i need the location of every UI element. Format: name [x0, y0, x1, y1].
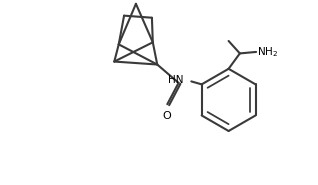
Text: NH$_2$: NH$_2$ — [257, 45, 278, 59]
Text: HN: HN — [169, 75, 184, 85]
Text: O: O — [162, 111, 171, 121]
